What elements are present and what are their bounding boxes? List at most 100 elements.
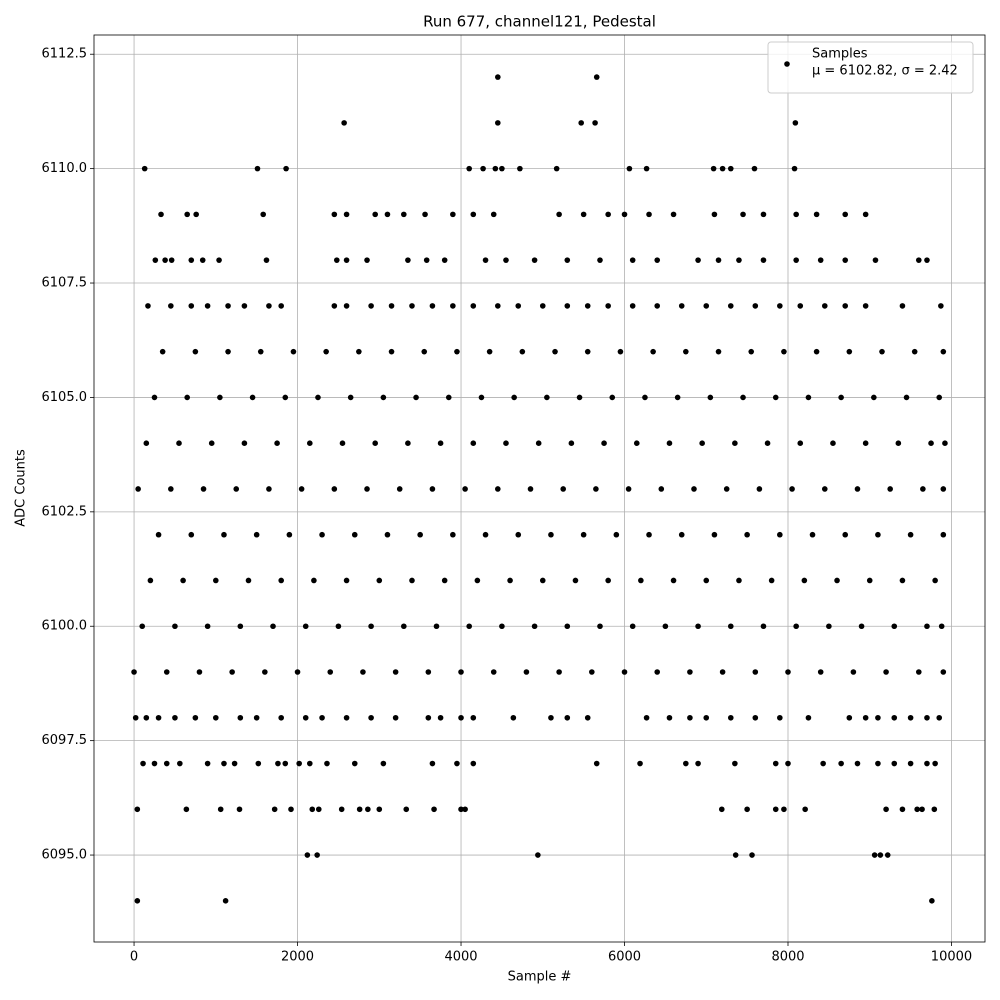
point [940, 669, 947, 675]
point [858, 623, 865, 630]
point [777, 714, 783, 721]
point [695, 623, 701, 630]
point [376, 577, 383, 584]
point [564, 257, 571, 263]
point [134, 898, 141, 904]
point [727, 303, 734, 309]
point [920, 486, 926, 492]
point [875, 760, 881, 767]
point [740, 394, 746, 401]
point [486, 348, 493, 355]
point [711, 531, 718, 538]
point [751, 165, 758, 172]
point [343, 211, 350, 218]
point [480, 165, 486, 172]
point [458, 669, 464, 675]
point [744, 806, 750, 813]
y-tick-label: 6100.0 [42, 619, 88, 634]
point [450, 531, 456, 538]
point [253, 714, 260, 721]
point [793, 623, 799, 630]
point [556, 211, 562, 218]
point [764, 440, 771, 446]
point [437, 714, 444, 721]
point [225, 303, 231, 309]
point [678, 531, 685, 538]
point [785, 760, 791, 767]
point [535, 852, 541, 858]
point [932, 577, 938, 584]
point [217, 806, 224, 813]
point [609, 394, 616, 401]
point [384, 531, 391, 538]
point [850, 669, 857, 675]
point [425, 669, 432, 675]
point [222, 898, 229, 904]
point [356, 806, 363, 813]
point [789, 486, 795, 492]
point [204, 623, 211, 630]
point [155, 714, 162, 721]
point [307, 760, 313, 767]
point [544, 394, 550, 401]
point [163, 669, 170, 675]
point [278, 714, 284, 721]
point [830, 440, 836, 446]
point [458, 714, 464, 721]
point [791, 165, 798, 172]
point [683, 348, 689, 355]
point [274, 440, 280, 446]
point [319, 714, 325, 721]
point [499, 623, 505, 630]
point [172, 714, 178, 721]
point [768, 577, 775, 584]
point [282, 760, 289, 767]
point [936, 714, 943, 721]
point [781, 348, 787, 355]
point [813, 348, 820, 355]
point [817, 669, 824, 675]
y-tick-label: 6105.0 [42, 390, 88, 405]
point [749, 852, 755, 858]
point [216, 257, 222, 263]
point [343, 303, 350, 309]
point [703, 303, 710, 309]
point [141, 165, 148, 172]
point [266, 303, 272, 309]
point [718, 806, 725, 813]
point [433, 623, 440, 630]
point [368, 623, 374, 630]
point [777, 303, 783, 309]
x-tick-label: 4000 [444, 950, 477, 965]
point [510, 714, 517, 721]
point [862, 303, 869, 309]
point [924, 714, 930, 721]
point [760, 257, 767, 263]
point [883, 806, 889, 813]
point [793, 257, 799, 263]
legend-note: μ = 6102.82, σ = 2.42 [812, 64, 958, 79]
point [732, 852, 739, 858]
point [539, 303, 546, 309]
point [535, 440, 542, 446]
point [792, 120, 799, 126]
point [638, 577, 644, 584]
point [674, 394, 681, 401]
point [884, 852, 891, 858]
point [364, 257, 370, 263]
point [621, 669, 628, 675]
point [275, 760, 281, 767]
y-tick-label: 6095.0 [42, 848, 88, 863]
point [842, 531, 849, 538]
point [143, 714, 150, 721]
point [450, 303, 456, 309]
point [564, 714, 571, 721]
point [928, 440, 934, 446]
point [282, 394, 289, 401]
point [262, 669, 268, 675]
point [772, 394, 779, 401]
point [838, 394, 844, 401]
point [288, 806, 294, 813]
point [307, 440, 313, 446]
point [593, 760, 600, 767]
